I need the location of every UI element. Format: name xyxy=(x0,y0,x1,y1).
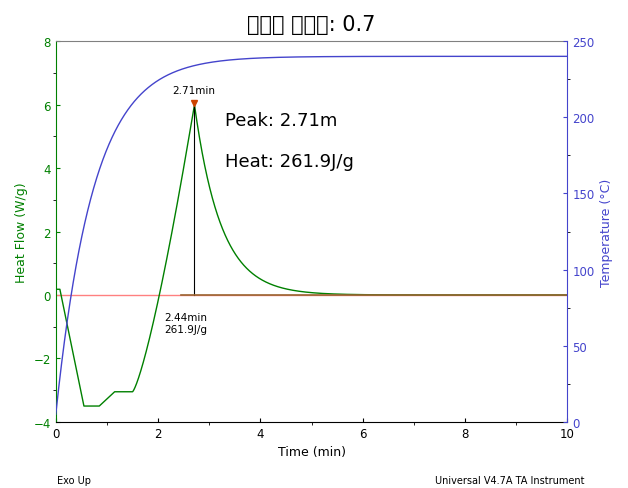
Text: 2.71min: 2.71min xyxy=(172,86,215,96)
Text: Exo Up: Exo Up xyxy=(57,475,90,485)
Y-axis label: Temperature (°C): Temperature (°C) xyxy=(600,178,613,286)
Text: Heat: 261.9J/g: Heat: 261.9J/g xyxy=(225,153,354,171)
Text: Universal V4.7A TA Instrument: Universal V4.7A TA Instrument xyxy=(435,475,584,485)
Text: 2.44min
261.9J/g: 2.44min 261.9J/g xyxy=(165,313,207,334)
Text: Peak: 2.71m: Peak: 2.71m xyxy=(225,112,337,130)
X-axis label: Time (min): Time (min) xyxy=(278,446,345,458)
Title: 경화제 당량비: 0.7: 경화제 당량비: 0.7 xyxy=(247,15,376,35)
Y-axis label: Heat Flow (W/g): Heat Flow (W/g) xyxy=(15,182,28,282)
